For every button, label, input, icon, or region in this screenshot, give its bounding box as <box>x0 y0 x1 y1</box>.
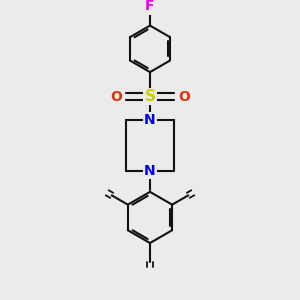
Text: S: S <box>145 89 155 104</box>
Text: F: F <box>145 0 155 14</box>
Text: N: N <box>144 164 156 178</box>
Text: O: O <box>178 89 190 103</box>
Text: N: N <box>144 113 156 127</box>
Text: O: O <box>110 89 122 103</box>
